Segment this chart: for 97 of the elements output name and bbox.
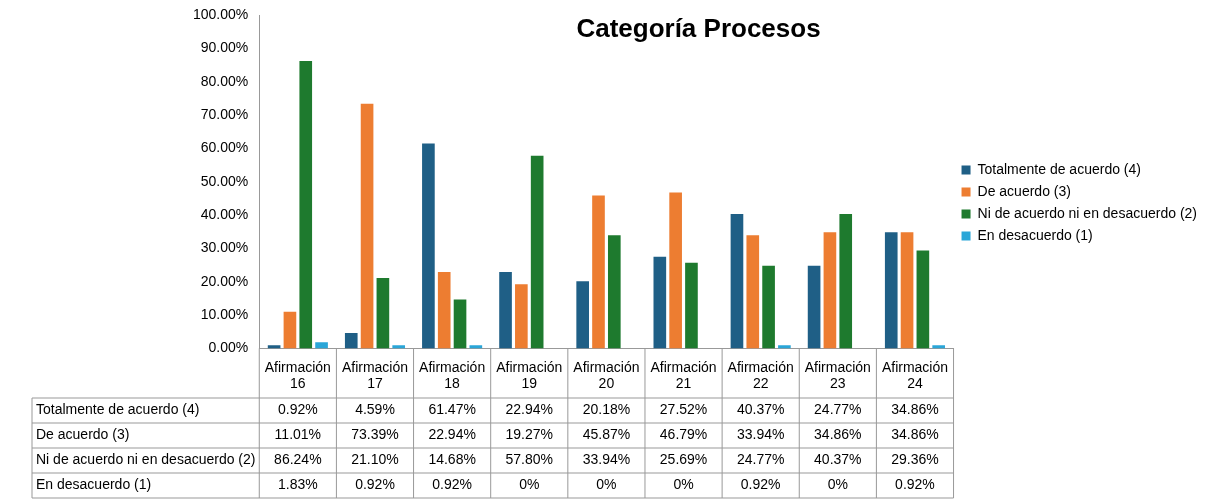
bar — [823, 232, 837, 349]
data-label: 0% — [596, 476, 617, 493]
legend-label: Totalmente de acuerdo (4) — [977, 160, 1141, 177]
data-label: 57.80% — [505, 451, 553, 468]
data-label: 20.18% — [582, 401, 631, 418]
data-label: 33.94% — [736, 426, 785, 443]
text: Totalmente de acuerdo (4) — [36, 401, 200, 418]
bar — [283, 311, 297, 349]
bar — [730, 213, 744, 349]
text: De acuerdo (3) — [36, 426, 130, 443]
data-label: 0% — [827, 476, 848, 493]
bar — [376, 278, 390, 349]
y-tick-label: 0.00% — [208, 339, 249, 356]
data-label: 1.83% — [277, 476, 318, 493]
bar — [916, 250, 930, 349]
y-tick-label: 30.00% — [200, 239, 249, 256]
data-label: 27.52% — [659, 401, 708, 418]
y-tick-label: 70.00% — [200, 106, 249, 123]
bar — [900, 232, 914, 349]
x-tick-label: Afirmación 22 — [727, 358, 794, 392]
data-label: 24.77% — [736, 451, 785, 468]
bar — [932, 345, 946, 349]
y-tick-label: 80.00% — [200, 72, 249, 89]
bar — [778, 345, 791, 349]
data-label: 0.92% — [740, 476, 781, 493]
legend-label: Ni de acuerdo ni en desacuerdo (2) — [977, 204, 1197, 221]
x-tick-label: Afirmación 19 — [496, 358, 563, 392]
bar — [576, 281, 590, 349]
bar — [884, 232, 898, 349]
data-label: 46.79% — [659, 426, 708, 443]
x-tick-label: Afirmación 18 — [419, 358, 486, 392]
data-label: 29.36% — [891, 451, 939, 468]
legend-label: En desacuerdo (1) — [977, 226, 1093, 243]
data-label: 33.94% — [582, 451, 631, 468]
bar — [746, 235, 760, 349]
data-label: 73.39% — [351, 426, 399, 443]
bar — [315, 342, 328, 349]
y-tick-label: 60.00% — [200, 139, 249, 156]
bar — [592, 195, 605, 349]
data-label: 61.47% — [428, 401, 476, 418]
bar — [839, 213, 853, 349]
text: Ni de acuerdo ni en desacuerdo (2) — [36, 451, 256, 468]
x-tick-label: Afirmación 24 — [881, 358, 949, 392]
data-label: 0% — [519, 476, 540, 493]
data-label: 40.37% — [736, 401, 785, 418]
y-tick-label: 20.00% — [200, 272, 249, 289]
bar — [344, 333, 358, 349]
data-label: 34.86% — [891, 426, 939, 443]
data-label: 25.69% — [659, 451, 708, 468]
data-label: 22.94% — [428, 426, 476, 443]
bar — [437, 271, 451, 349]
bar — [499, 271, 512, 349]
y-tick-label: 100.00% — [192, 6, 249, 23]
bar — [807, 265, 821, 349]
x-tick-label: Afirmación 23 — [804, 358, 871, 392]
bar — [530, 155, 544, 349]
bar — [669, 192, 682, 349]
y-tick-label: 40.00% — [200, 205, 249, 222]
data-label: 0% — [673, 476, 694, 493]
bar — [299, 61, 313, 349]
data-label: 45.87% — [582, 426, 631, 443]
x-tick-label: Afirmación 20 — [573, 358, 640, 392]
data-label: 4.59% — [355, 401, 395, 418]
text: En desacuerdo (1) — [36, 476, 152, 493]
data-label: 86.24% — [274, 451, 322, 468]
data-label: 40.37% — [814, 451, 862, 468]
y-tick-label: 50.00% — [200, 172, 249, 189]
data-label: 34.86% — [891, 401, 939, 418]
data-label: 0.92% — [355, 476, 395, 493]
bar — [360, 103, 374, 349]
bar — [515, 284, 528, 349]
bar — [267, 345, 281, 349]
x-tick-label: Afirmación 21 — [650, 358, 717, 392]
data-label: 14.68% — [428, 451, 476, 468]
data-label: 0.92% — [895, 476, 935, 493]
chart-title: Categoría Procesos — [576, 12, 821, 43]
data-label: 34.86% — [814, 426, 862, 443]
bar — [653, 256, 667, 349]
data-label: 19.27% — [505, 426, 553, 443]
bar — [453, 299, 467, 349]
data-label: 0.92% — [432, 476, 472, 493]
data-label: 21.10% — [351, 451, 399, 468]
data-label: 11.01% — [274, 426, 322, 443]
bar — [685, 262, 698, 349]
y-tick-label: 90.00% — [200, 39, 249, 56]
bar — [422, 143, 435, 349]
bar — [392, 345, 406, 349]
bar — [762, 265, 775, 349]
data-label: 24.77% — [814, 401, 862, 418]
data-label: 0.92% — [277, 401, 318, 418]
y-tick-label: 10.00% — [200, 305, 249, 322]
x-tick-label: Afirmación 17 — [341, 358, 409, 392]
x-tick-label: Afirmación 16 — [264, 358, 331, 392]
bar — [469, 345, 483, 349]
bar — [607, 235, 621, 349]
legend-label: De acuerdo (3) — [977, 182, 1071, 199]
data-label: 22.94% — [505, 401, 553, 418]
